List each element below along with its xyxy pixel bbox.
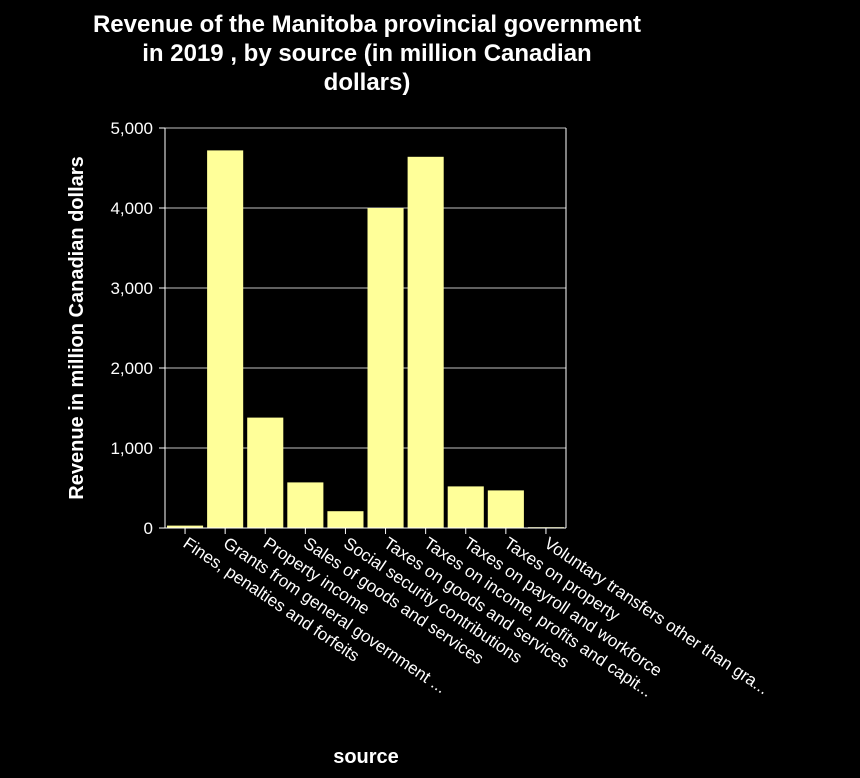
- bars: [167, 150, 564, 529]
- bar: [407, 156, 444, 529]
- bar: [287, 482, 324, 528]
- y-tick-label: 0: [144, 519, 153, 538]
- chart-title-line-1: Revenue of the Manitoba provincial gover…: [93, 11, 641, 38]
- axes: [159, 127, 567, 534]
- bar: [327, 511, 364, 528]
- bar: [447, 486, 484, 528]
- bar: [167, 525, 204, 528]
- chart-title-line-3: dollars): [324, 69, 411, 96]
- y-tick-label: 4,000: [110, 199, 153, 218]
- bar: [367, 208, 404, 528]
- y-tick-label: 1,000: [110, 439, 153, 458]
- bar: [487, 490, 524, 528]
- y-axis-title: Revenue in million Canadian dollars: [66, 156, 88, 499]
- chart-title: Revenue of the Manitoba provincial gover…: [93, 11, 641, 96]
- x-axis-title: source: [333, 746, 399, 768]
- y-tick-label: 3,000: [110, 279, 153, 298]
- y-tick-label: 5,000: [110, 119, 153, 138]
- chart-title-line-2: in 2019 , by source (in million Canadian: [142, 40, 591, 67]
- bar: [207, 150, 244, 528]
- y-tick-labels: 0 1,000 2,000 3,000 4,000 5,000: [110, 119, 153, 538]
- y-tick-label: 2,000: [110, 359, 153, 378]
- bar: [247, 417, 284, 528]
